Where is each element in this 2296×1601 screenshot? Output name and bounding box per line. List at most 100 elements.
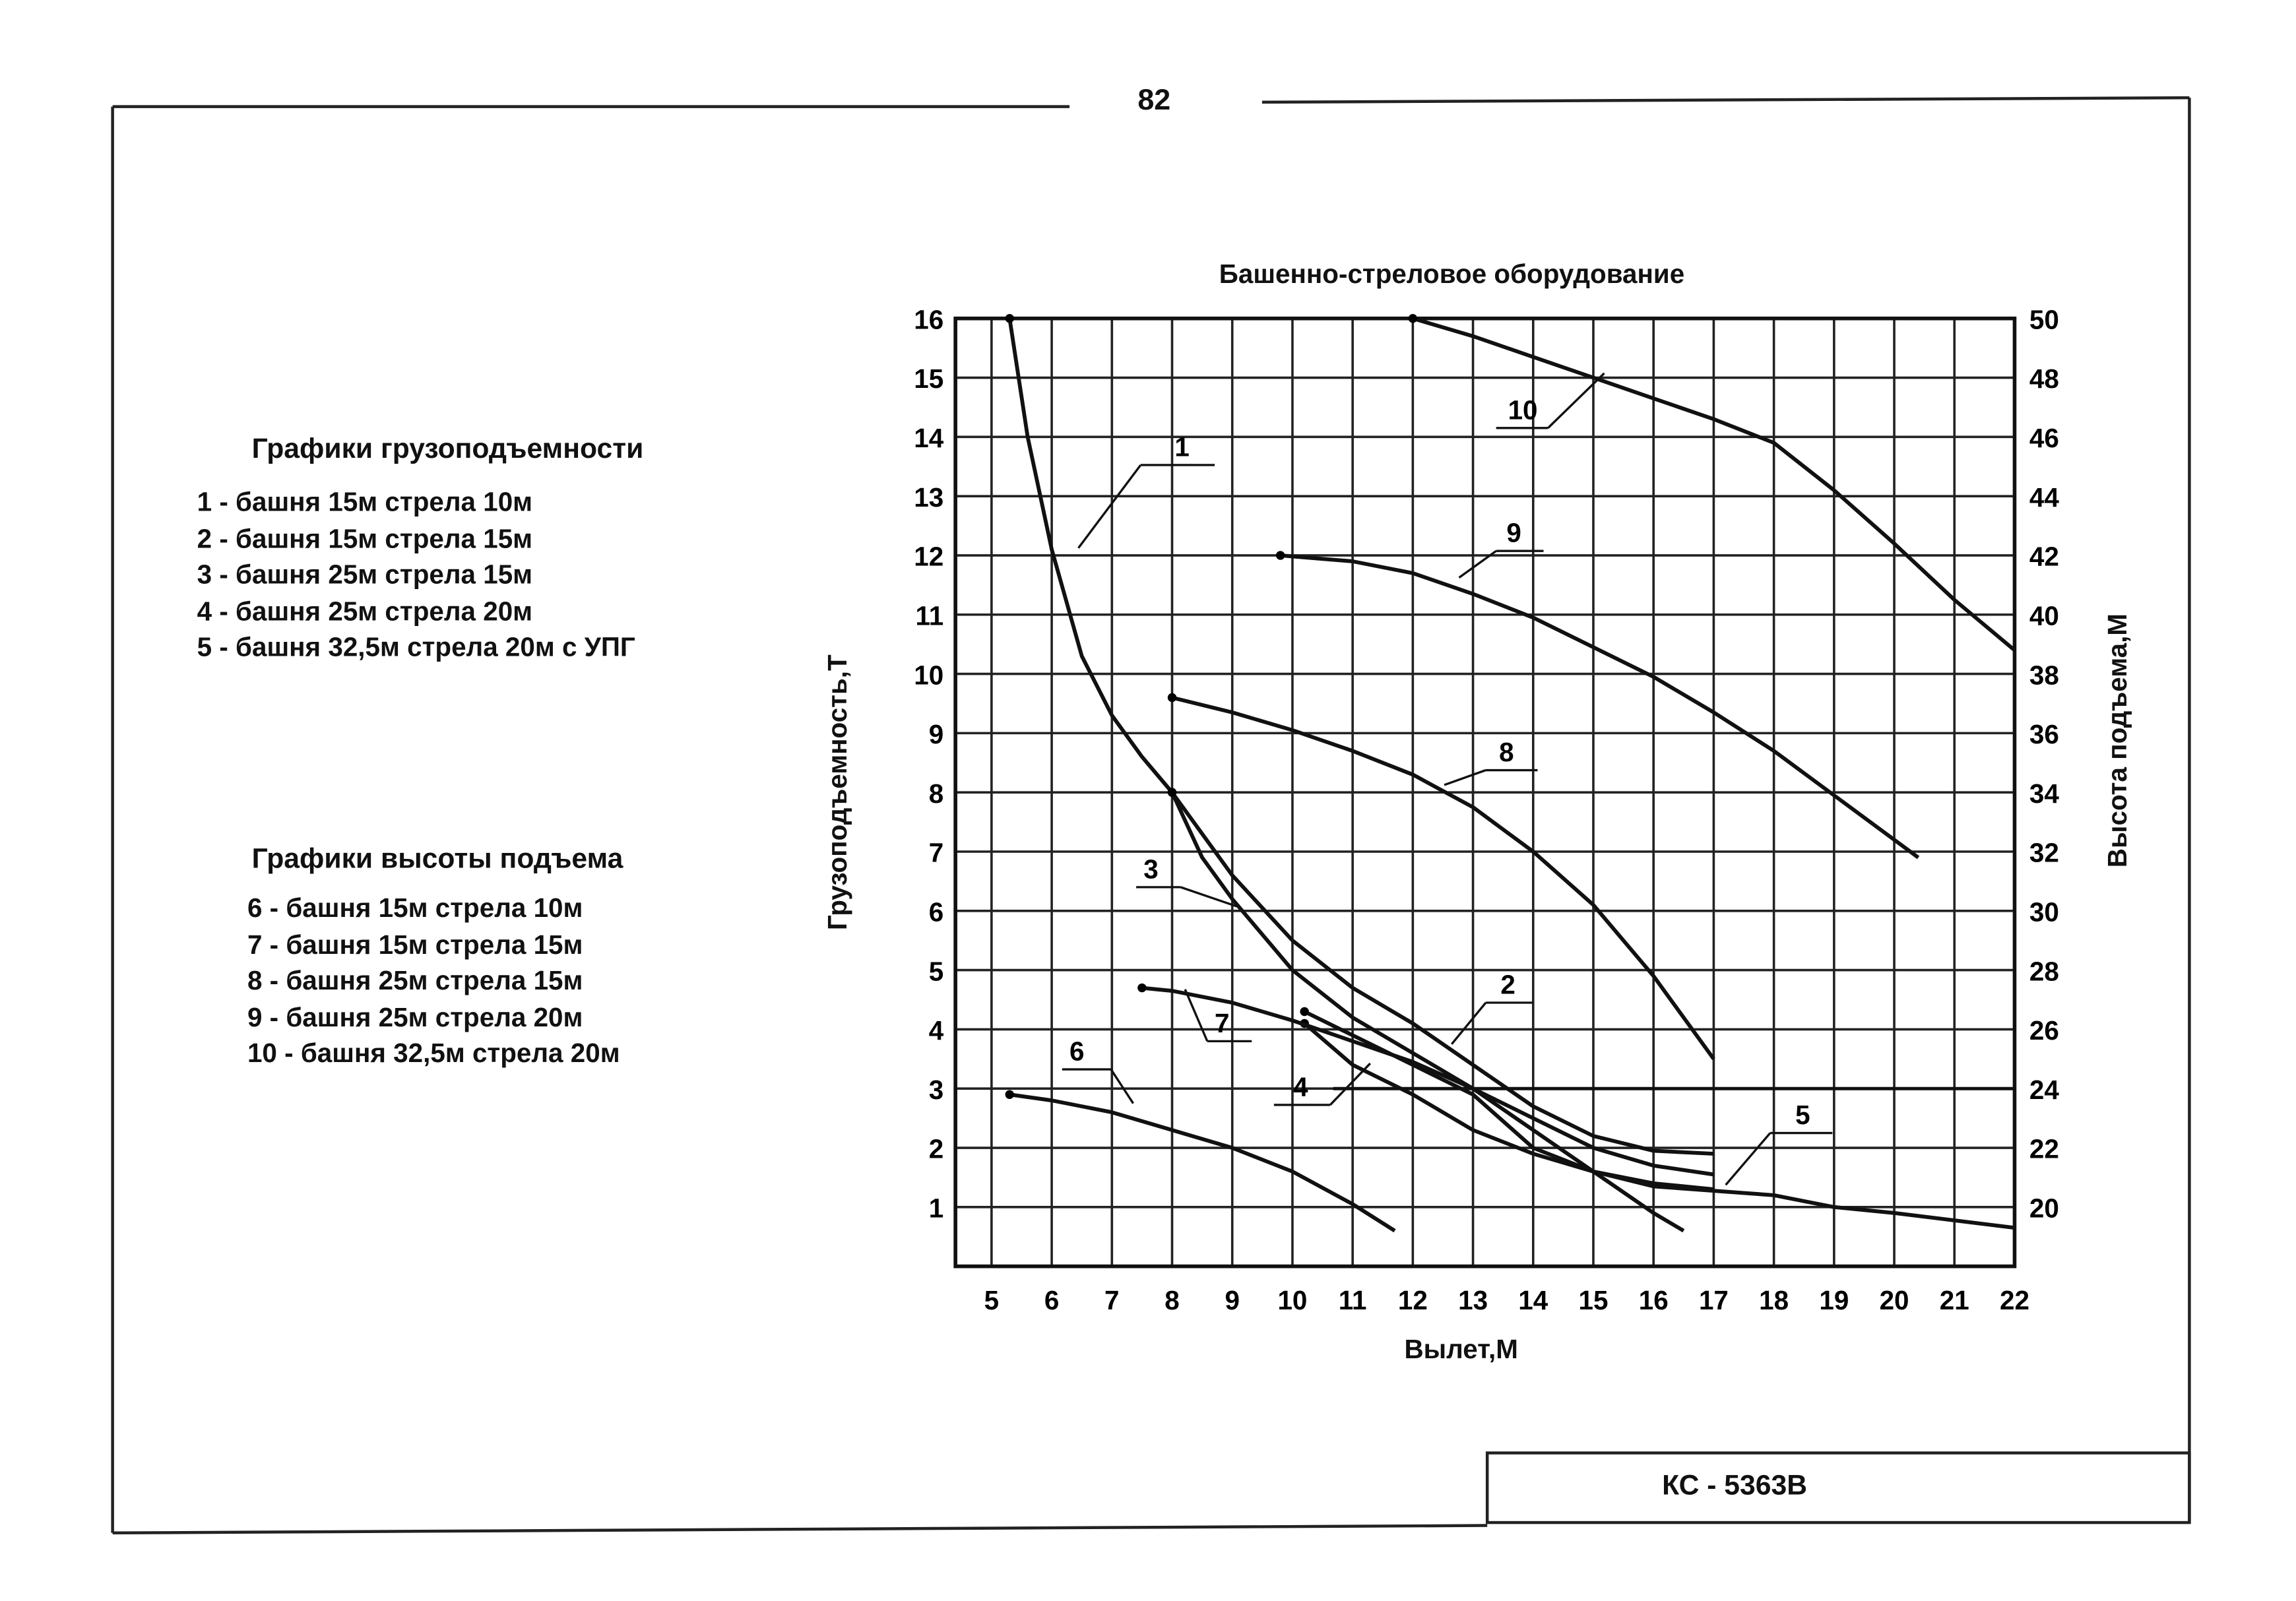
y-tick-label: 9 [929,719,943,749]
legend-item: 5 - башня 32,5м стрела 20м с УПГ [197,632,635,662]
y-tick-label: 14 [914,423,943,453]
x-tick-label: 14 [1518,1285,1548,1315]
legend-item: 9 - башня 25м стрела 20м [247,1001,583,1032]
y2-tick-label: 36 [2029,719,2059,749]
x-tick-label: 20 [1880,1285,1909,1315]
y2-tick-label: 34 [2029,778,2059,809]
legend-item: 8 - башня 25м стрела 15м [247,965,583,995]
legend-item: 6 - башня 15м стрела 10м [247,893,583,923]
y-tick-label: 16 [914,304,943,334]
y-tick-label: 5 [929,956,943,986]
y-tick-label: 15 [914,363,943,394]
legend-height-list: 6 - башня 15м стрела 10м 7 - башня 15м с… [247,890,620,1071]
series-1-line [1007,318,1174,794]
y-tick-label: 8 [929,778,943,809]
legend-item: 7 - башня 15м стрела 15м [247,929,583,959]
series-5-line [1303,1009,2015,1230]
series-9-start-point [1275,551,1285,560]
legend-height-title: Графики высоты подъема [251,844,623,875]
series-4-label: 4 [1293,1071,1308,1102]
x-tick-label: 21 [1940,1285,1969,1315]
series-3-label: 3 [1143,854,1158,884]
series-5-label: 5 [1795,1100,1810,1130]
y2-tick-label: 24 [2029,1075,2059,1105]
series-10-start-point [1408,313,1418,323]
y-tick-label: 10 [914,660,943,690]
series-4-leader-line [1329,1062,1372,1106]
series-7-label: 7 [1215,1008,1229,1038]
series-7-start-point [1137,983,1147,993]
series-3-start-point [1167,788,1177,797]
x-tick-label: 12 [1398,1285,1428,1315]
x-tick-label: 13 [1458,1285,1488,1315]
legend-item: 10 - башня 32,5м стрела 20м [247,1038,620,1068]
series-8-line [1171,695,1715,1061]
series-5-leader-line [1725,1132,1771,1186]
x-tick-label: 18 [1759,1285,1789,1315]
y2-tick-label: 42 [2029,542,2059,572]
x-tick-label: 11 [1339,1285,1367,1315]
y-tick-label: 4 [929,1015,944,1046]
y2-tick-label: 40 [2029,600,2059,631]
y-tick-label: 2 [929,1134,943,1164]
series-8-label: 8 [1499,737,1514,767]
y2-tick-label: 50 [2029,304,2059,334]
legend-item: 4 - башня 25м стрела 20м [197,596,533,626]
series-7-line [1141,986,1714,1177]
x-tick-label: 19 [1819,1285,1849,1315]
series-1-start-point [1005,313,1014,323]
x-tick-label: 8 [1164,1285,1179,1315]
series-10-leader-line [1547,372,1605,429]
series-2-line [1170,791,1714,1156]
model-label: КС - 5363В [1662,1470,1808,1502]
page-number: 82 [1137,84,1171,117]
series-10-line [1412,316,2016,652]
x-tick-label: 22 [2000,1285,2029,1315]
series-8-start-point [1167,693,1177,703]
y-tick-label: 6 [929,897,943,927]
series-1-label: 1 [1174,432,1189,462]
plot-frame [953,316,2017,1269]
chart-title: Башенно-стреловое оборудование [1219,259,1685,289]
series-3-leader-line [1180,886,1238,908]
series-6-leader-line [1110,1069,1134,1104]
y-tick-label: 12 [914,542,943,572]
legend-item: 1 - башня 15м стрела 10м [197,487,533,517]
y-tick-label: 11 [915,600,943,631]
series-8-leader-line [1444,769,1486,786]
series-9-label: 9 [1506,518,1521,548]
legend-item: 2 - башня 15м стрела 15м [197,523,533,553]
x-tick-label: 6 [1044,1285,1059,1315]
y2-tick-label: 20 [2029,1193,2059,1224]
series-6-start-point [1005,1090,1014,1099]
y-tick-label: 13 [914,482,943,513]
x-tick-label: 15 [1579,1285,1609,1315]
legend-item: 3 - башня 25м стрела 15м [197,559,533,590]
legend-load-title: Графики грузоподъемности [251,433,644,465]
y2-tick-label: 32 [2029,838,2059,868]
y-tick-label: 3 [929,1075,943,1105]
x-tick-label: 9 [1225,1285,1239,1315]
y2-tick-label: 46 [2029,423,2059,453]
series-5-start-point [1300,1007,1309,1017]
y2-tick-label: 48 [2029,363,2059,394]
y2-tick-label: 22 [2029,1134,2059,1164]
y2-tick-label: 28 [2029,956,2059,986]
series-1-leader-line [1077,464,1142,549]
x-tick-label: 16 [1639,1285,1669,1315]
series-9-leader-line [1458,549,1497,579]
x-tick-label: 17 [1699,1285,1729,1315]
series-2-label: 2 [1500,970,1515,1000]
y-tick-label: 7 [929,838,943,868]
legend-load-list: 1 - башня 15м стрела 10м 2 - башня 15м с… [197,484,635,666]
y-tick-label: 1 [929,1193,943,1224]
y2-tick-label: 44 [2029,482,2059,513]
x-tick-label: 7 [1104,1285,1119,1315]
series-6-label: 6 [1069,1036,1084,1067]
x-axis-label: Вылет,М [1404,1334,1518,1364]
series-2-leader-line [1450,1001,1487,1045]
series-10-label: 10 [1508,394,1538,425]
